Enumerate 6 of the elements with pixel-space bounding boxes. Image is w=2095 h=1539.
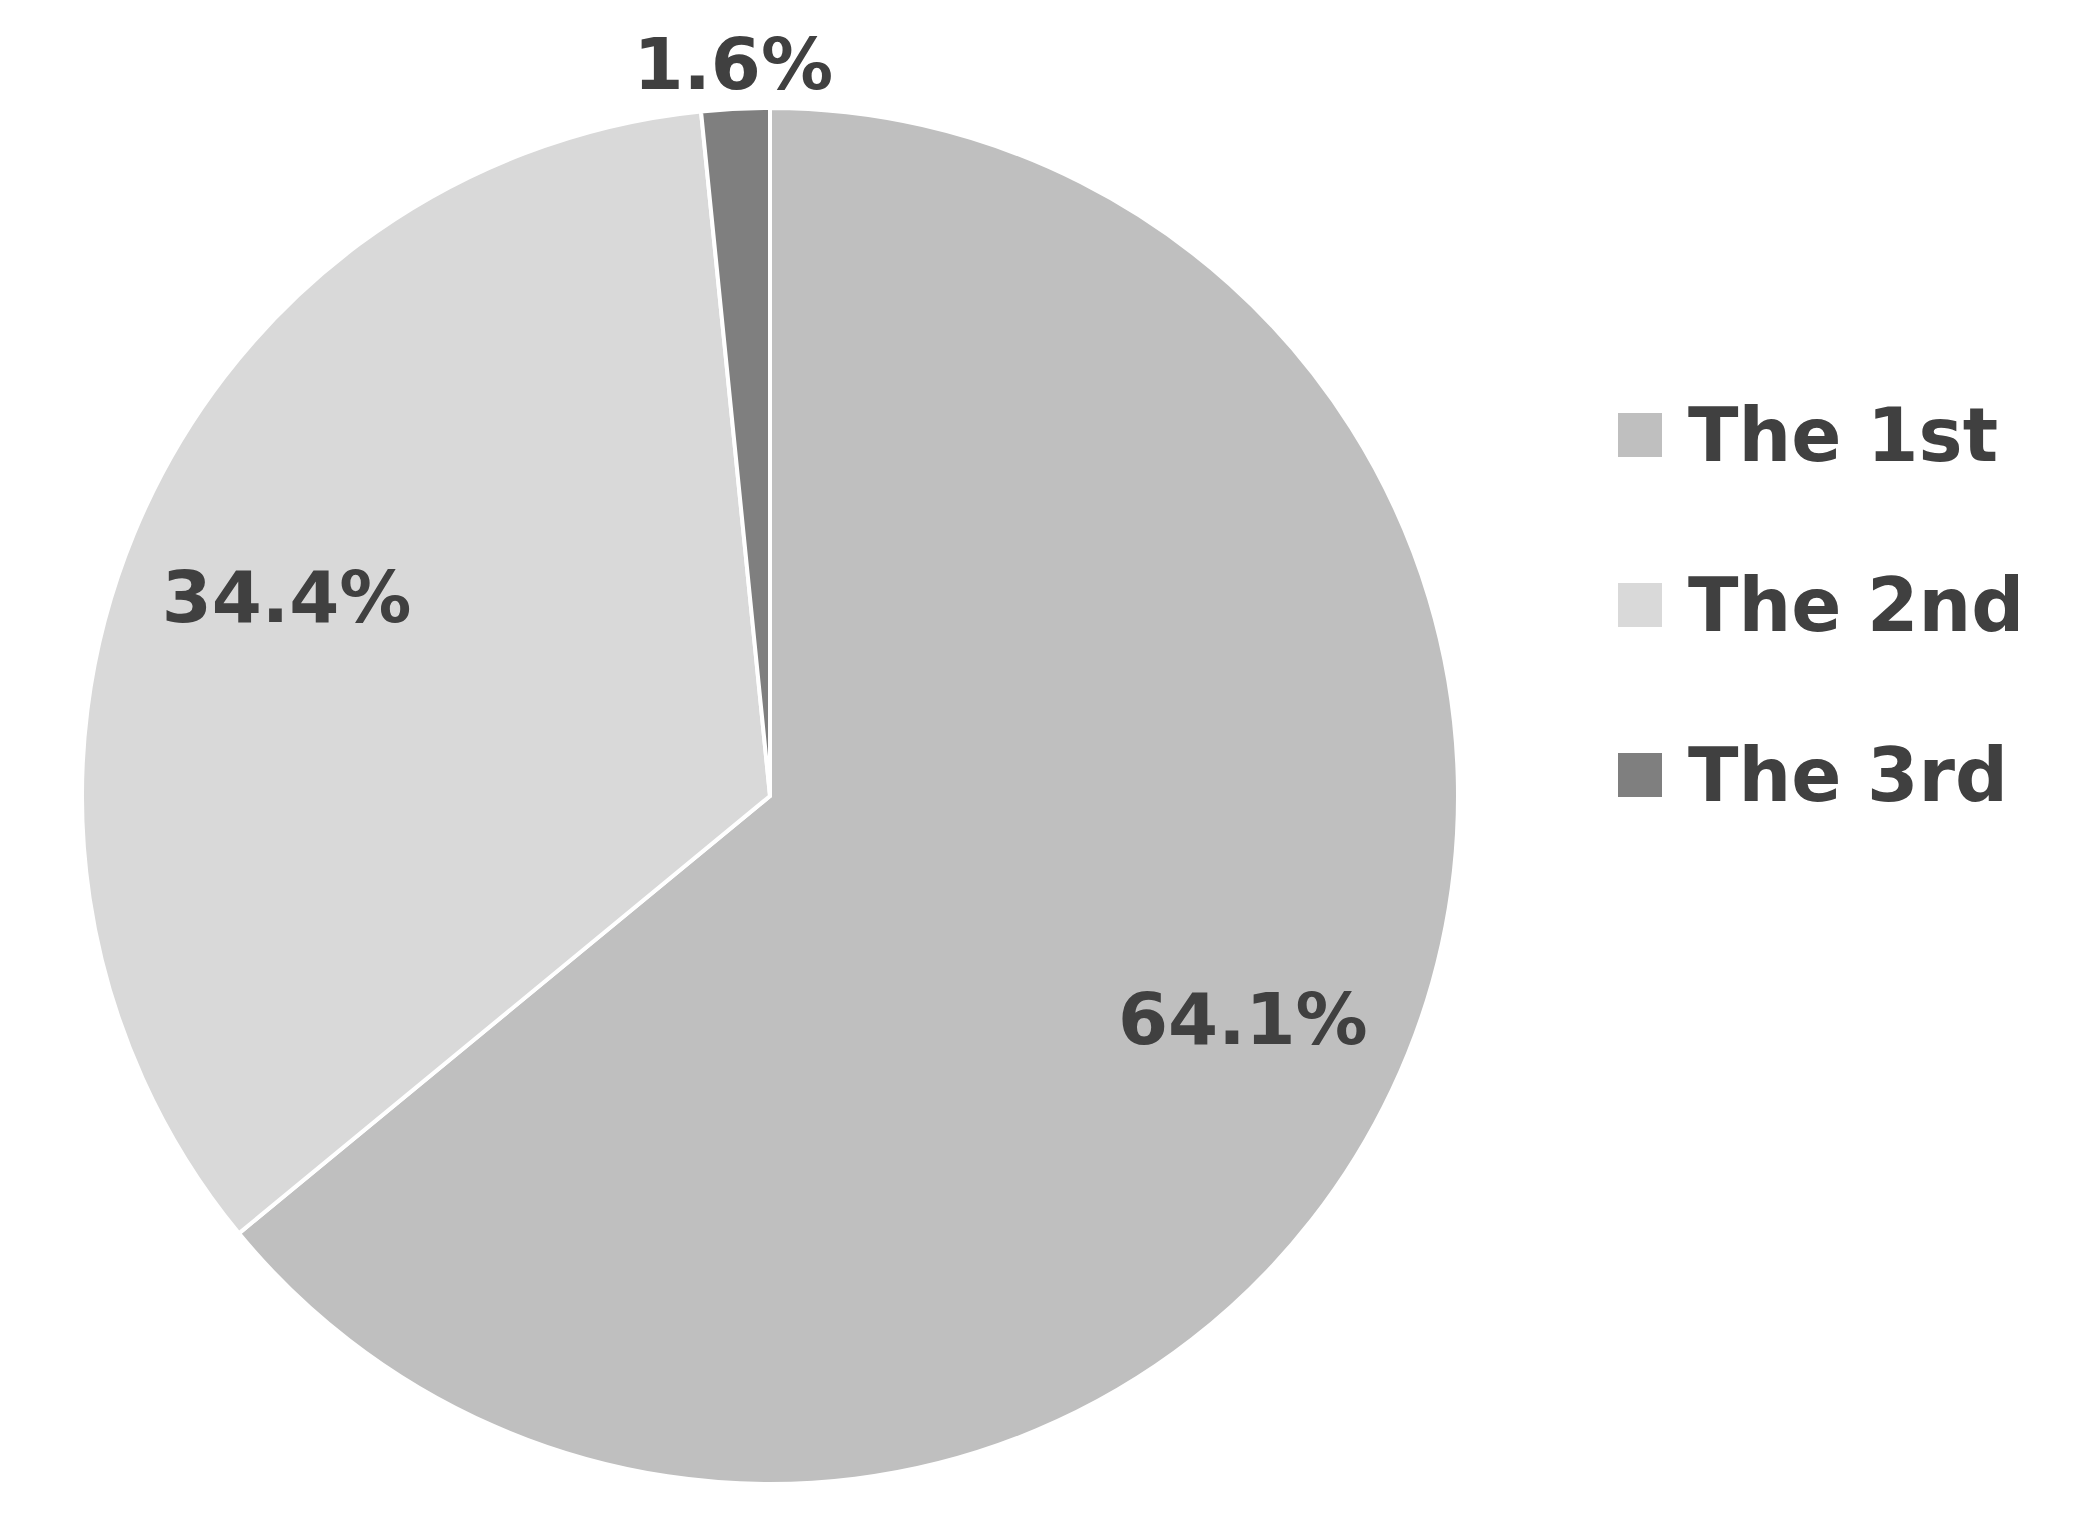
data-label: 64.1% (1117, 977, 1368, 1062)
data-label: 34.4% (161, 554, 412, 639)
legend-label: The 2nd (1688, 562, 2025, 648)
data-label: 1.6% (633, 21, 834, 106)
legend-label: The 3rd (1688, 732, 2009, 818)
legend-label: The 1st (1688, 392, 1999, 478)
